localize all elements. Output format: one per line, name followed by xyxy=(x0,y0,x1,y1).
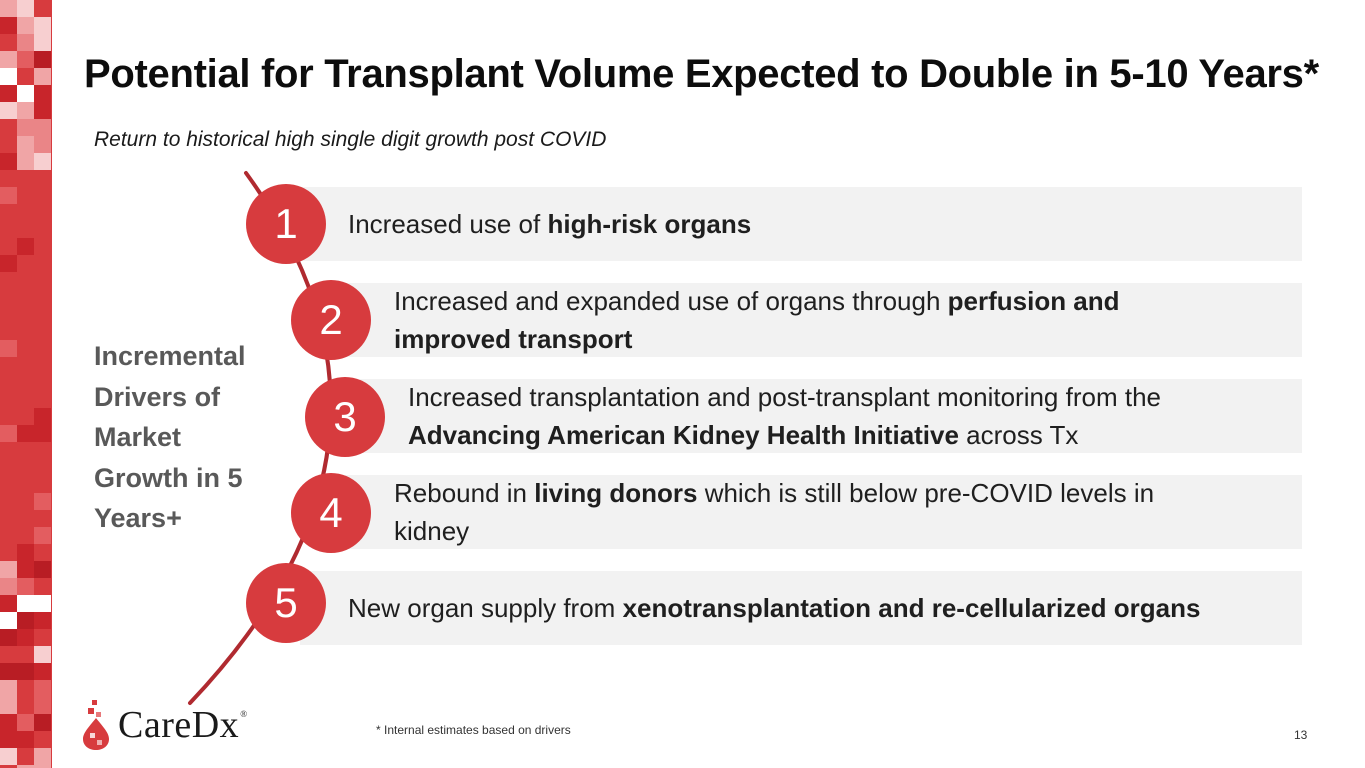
decorative-mosaic-strip xyxy=(0,0,52,768)
driver-text-3: Increased transplantation and post-trans… xyxy=(408,378,1218,454)
footnote: * Internal estimates based on drivers xyxy=(376,723,571,737)
driver-number-1: 1 xyxy=(246,184,326,264)
driver-text-segment: which is still below pre-COVID levels in… xyxy=(394,478,1155,546)
driver-text-bold: high-risk organs xyxy=(547,209,752,239)
driver-band-4: Rebound in living donors which is still … xyxy=(345,475,1302,549)
side-label-line: Years+ xyxy=(94,503,182,533)
driver-number-3: 3 xyxy=(305,377,385,457)
page-number: 13 xyxy=(1294,728,1308,742)
registered-mark: ® xyxy=(240,709,248,719)
side-label-line: Market xyxy=(94,422,182,452)
driver-text-segment: New organ supply from xyxy=(348,593,623,623)
driver-band-1: Increased use of high-risk organs xyxy=(300,187,1302,261)
logo-wordmark: CareDx® xyxy=(118,703,248,747)
driver-band-3: Increased transplantation and post-trans… xyxy=(360,379,1302,453)
driver-text-1: Increased use of high-risk organs xyxy=(348,205,1268,243)
side-label-line: Growth in 5 xyxy=(94,462,243,493)
driver-band-2: Increased and expanded use of organs thr… xyxy=(345,283,1302,357)
caredx-logo: CareDx® xyxy=(82,700,248,750)
driver-text-segment: Increased and expanded use of organs thr… xyxy=(394,286,948,316)
side-label-line: Incremental xyxy=(94,341,246,371)
slide-subtitle: Return to historical high single digit g… xyxy=(94,128,607,151)
driver-text-segment: Increased use of xyxy=(348,209,548,239)
driver-text-segment: Increased transplantation and post-trans… xyxy=(408,382,1161,412)
slide-title: Potential for Transplant Volume Expected… xyxy=(84,52,1319,96)
droplet-logo-icon xyxy=(83,700,109,750)
driver-text-4: Rebound in living donors which is still … xyxy=(394,474,1224,550)
driver-text-bold: Advancing American Kidney Health Initiat… xyxy=(408,420,959,450)
driver-text-segment: Rebound in xyxy=(394,478,535,508)
driver-text-2: Increased and expanded use of organs thr… xyxy=(394,282,1194,358)
logo-name: CareDx xyxy=(118,704,240,746)
driver-number-4: 4 xyxy=(291,473,371,553)
driver-text-bold: xenotransplantation and re-cellularized … xyxy=(622,593,1201,623)
driver-text-5: New organ supply from xenotransplantatio… xyxy=(348,589,1288,627)
side-label: Incremental Drivers of Market Growth in … xyxy=(94,336,284,539)
driver-text-bold: perfusion and improved transport xyxy=(394,286,1120,354)
driver-number-2: 2 xyxy=(291,280,371,360)
driver-band-5: New organ supply from xenotransplantatio… xyxy=(300,571,1302,645)
driver-text-bold: living donors xyxy=(534,478,698,508)
driver-text-segment: across Tx xyxy=(958,420,1079,450)
driver-number-5: 5 xyxy=(246,563,326,643)
side-label-line: Drivers of xyxy=(94,381,221,412)
